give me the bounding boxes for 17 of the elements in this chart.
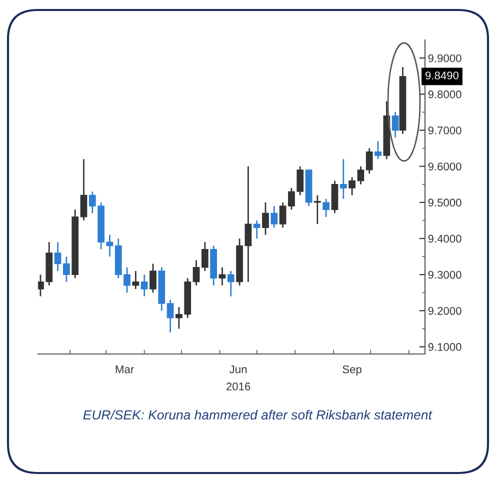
x-axis-title: 2016	[226, 382, 250, 390]
x-tick-label: Jun	[230, 366, 247, 374]
x-tick-label: Sep	[342, 365, 362, 376]
y-tick-label: 9.6000	[428, 162, 462, 170]
y-tick-label: 9.9000	[428, 54, 462, 62]
candlestick	[314, 194, 321, 225]
y-tick-label: 9.1000	[428, 343, 462, 351]
candlestick	[374, 140, 382, 160]
y-tick-label: 9.2000	[428, 306, 462, 315]
text: EUR/SEK: Koruna hammered after soft Riksbank statement	[83, 410, 432, 420]
annotation: 9.8490	[426, 72, 459, 80]
y-tick-label: 9.5000	[428, 198, 462, 207]
y-tick-label: 9.4000	[428, 234, 462, 243]
y-tick-label: 9.7000	[428, 126, 462, 134]
y-tick-label: 9.3000	[428, 270, 462, 279]
x-tick-label: Mar	[116, 366, 134, 374]
y-tick-label: 9.8000	[428, 90, 462, 98]
